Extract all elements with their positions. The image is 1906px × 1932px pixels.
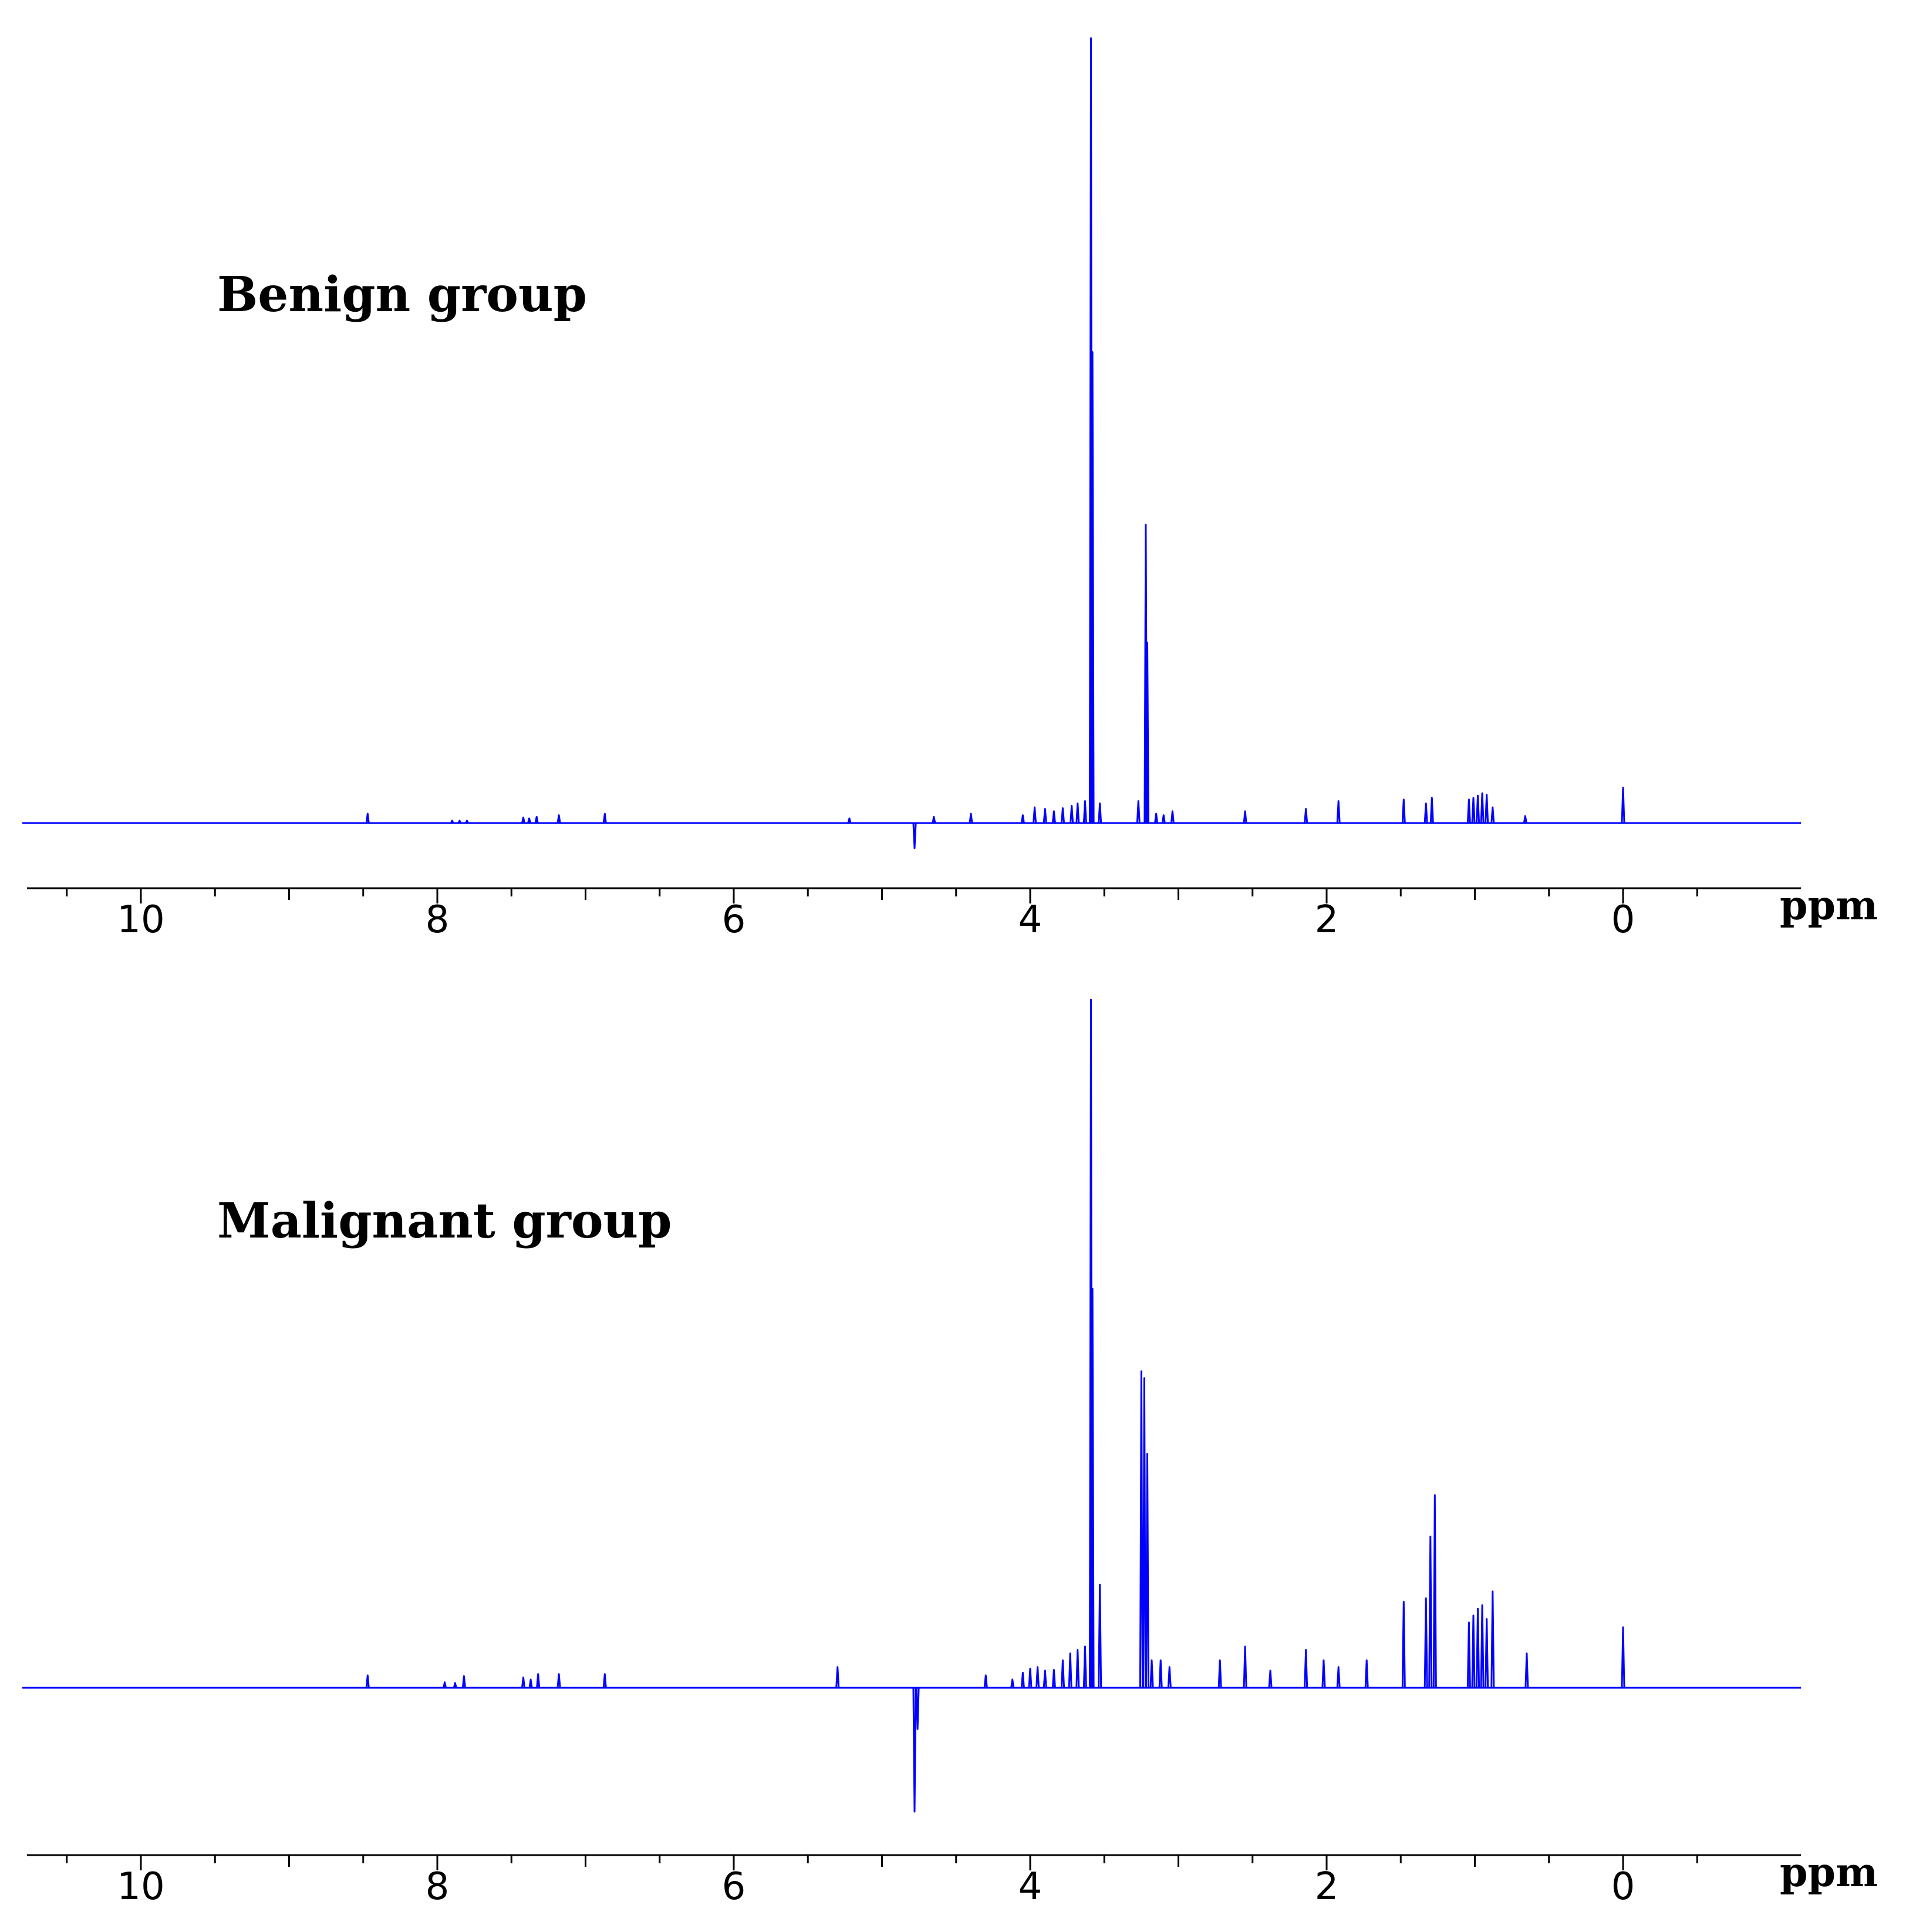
malignant-spectrum-panel: Malignant group 10 8 6 4 2 0 ppm <box>22 999 1878 1909</box>
benign-x-unit-label: ppm <box>1780 882 1878 929</box>
x-tick-label: 8 <box>426 898 450 942</box>
x-tick-label: 4 <box>1018 898 1043 942</box>
x-tick-label: 10 <box>117 1865 164 1909</box>
malignant-x-ticks: 10 8 6 4 2 0 <box>66 1855 1698 1909</box>
benign-spectrum-panel: Benign group 10 8 6 4 2 0 ppm <box>22 37 1878 942</box>
benign-spectrum-line <box>22 37 1772 849</box>
x-tick-label: 0 <box>1611 1865 1635 1909</box>
malignant-spectrum-line <box>22 999 1772 1813</box>
x-tick-label: 10 <box>117 898 164 942</box>
x-tick-label: 6 <box>722 1865 746 1909</box>
x-tick-label: 8 <box>426 1865 450 1909</box>
x-tick-label: 2 <box>1315 1865 1339 1909</box>
x-tick-label: 4 <box>1018 1865 1043 1909</box>
x-tick-label: 6 <box>722 898 746 942</box>
benign-x-ticks: 10 8 6 4 2 0 <box>66 888 1698 942</box>
malignant-x-unit-label: ppm <box>1780 1849 1878 1896</box>
x-tick-label: 0 <box>1611 898 1635 942</box>
x-tick-label: 2 <box>1315 898 1339 942</box>
malignant-group-title: Malignant group <box>217 1193 672 1249</box>
benign-group-title: Benign group <box>217 267 587 323</box>
